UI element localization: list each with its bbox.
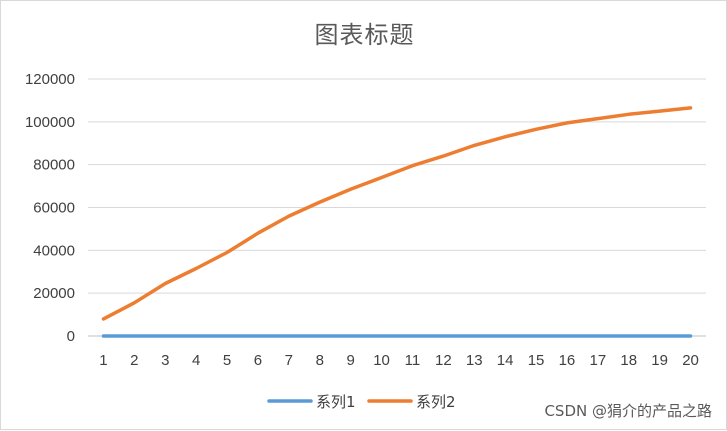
y-tick-label: 0	[67, 328, 75, 345]
x-tick-label: 12	[435, 352, 452, 369]
x-tick-label: 9	[346, 352, 354, 369]
x-tick-label: 13	[466, 352, 483, 369]
y-tick-label: 60000	[33, 200, 75, 217]
x-tick-label: 19	[651, 352, 668, 369]
x-tick-label: 11	[405, 352, 421, 369]
x-tick-label: 17	[590, 352, 607, 369]
x-tick-label: 10	[373, 352, 390, 369]
y-tick-label: 20000	[33, 285, 75, 302]
legend-label-2: 系列2	[416, 393, 456, 411]
x-tick-label: 14	[497, 352, 514, 369]
x-tick-label: 1	[99, 352, 107, 369]
y-tick-label: 120000	[25, 71, 75, 88]
x-tick-label: 3	[161, 352, 169, 369]
y-tick-label: 40000	[33, 242, 75, 259]
y-tick-label: 80000	[33, 157, 75, 174]
x-tick-label: 16	[559, 352, 576, 369]
x-tick-label: 15	[528, 352, 545, 369]
y-tick-label: 100000	[25, 114, 75, 131]
series-line-2	[104, 108, 691, 319]
x-tick-label: 6	[254, 352, 262, 369]
x-tick-label: 20	[682, 352, 699, 369]
x-tick-label: 4	[192, 352, 200, 369]
x-tick-label: 8	[316, 352, 324, 369]
watermark-text: CSDN @狷介的产品之路	[544, 400, 712, 421]
x-tick-label: 5	[223, 352, 231, 369]
x-tick-label: 18	[620, 352, 637, 369]
x-tick-label: 2	[130, 352, 138, 369]
x-tick-label: 7	[285, 352, 293, 369]
legend-label-1: 系列1	[316, 393, 356, 411]
